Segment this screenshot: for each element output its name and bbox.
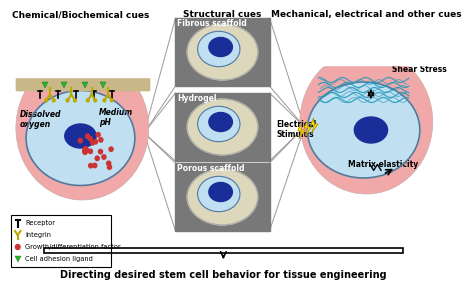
Circle shape bbox=[73, 99, 76, 102]
Circle shape bbox=[95, 156, 99, 161]
Text: Directing desired stem cell behavior for tissue engineering: Directing desired stem cell behavior for… bbox=[60, 270, 387, 280]
Ellipse shape bbox=[65, 124, 96, 148]
Circle shape bbox=[300, 50, 433, 194]
Text: Growth/differentiation
factor concentration
gradient: Growth/differentiation factor concentrat… bbox=[19, 38, 97, 58]
Circle shape bbox=[52, 99, 55, 102]
Bar bbox=[16, 76, 149, 90]
Ellipse shape bbox=[198, 176, 240, 212]
Circle shape bbox=[96, 133, 100, 137]
Bar bbox=[11, 37, 153, 77]
Bar bbox=[175, 18, 270, 86]
Ellipse shape bbox=[26, 91, 135, 185]
Ellipse shape bbox=[355, 117, 388, 143]
Text: Mechanical, electrical and other cues: Mechanical, electrical and other cues bbox=[271, 10, 462, 19]
Circle shape bbox=[99, 138, 103, 142]
Circle shape bbox=[93, 140, 98, 144]
Bar bbox=[175, 93, 270, 161]
Text: Matrix elasticity: Matrix elasticity bbox=[348, 160, 418, 169]
Circle shape bbox=[16, 245, 20, 249]
Text: Chemical/Biochemical cues: Chemical/Biochemical cues bbox=[12, 10, 149, 19]
Bar bbox=[11, 38, 153, 79]
Circle shape bbox=[99, 149, 102, 154]
Circle shape bbox=[103, 99, 106, 102]
Bar bbox=[175, 163, 270, 231]
Text: Porous scaffold: Porous scaffold bbox=[177, 164, 245, 173]
Text: Electrical
Stimulus: Electrical Stimulus bbox=[277, 120, 317, 140]
Circle shape bbox=[109, 147, 113, 151]
Circle shape bbox=[88, 149, 92, 153]
Ellipse shape bbox=[198, 106, 240, 142]
Ellipse shape bbox=[209, 37, 232, 56]
Text: Shear Stress: Shear Stress bbox=[392, 65, 447, 74]
Text: Hydrogel: Hydrogel bbox=[177, 94, 217, 103]
Text: Fibrous scaffold: Fibrous scaffold bbox=[177, 19, 247, 28]
Circle shape bbox=[45, 99, 48, 102]
Circle shape bbox=[102, 155, 106, 159]
Bar bbox=[295, 25, 438, 65]
Ellipse shape bbox=[209, 112, 232, 131]
Circle shape bbox=[107, 161, 111, 165]
Circle shape bbox=[88, 137, 92, 141]
Circle shape bbox=[83, 150, 87, 154]
Bar bbox=[44, 248, 403, 253]
Circle shape bbox=[89, 163, 93, 168]
Circle shape bbox=[16, 56, 149, 200]
Circle shape bbox=[85, 148, 89, 153]
Circle shape bbox=[66, 99, 69, 102]
Circle shape bbox=[82, 149, 87, 153]
Text: Medium
pH: Medium pH bbox=[99, 108, 133, 127]
Bar bbox=[16, 76, 149, 90]
Text: Dissolved
oxygen: Dissolved oxygen bbox=[19, 110, 61, 129]
Polygon shape bbox=[310, 118, 318, 133]
Ellipse shape bbox=[198, 31, 240, 67]
Circle shape bbox=[108, 165, 111, 169]
Circle shape bbox=[94, 99, 97, 102]
Ellipse shape bbox=[187, 24, 258, 80]
Circle shape bbox=[85, 134, 90, 138]
Bar bbox=[11, 215, 111, 267]
Text: Cell adhesion ligand: Cell adhesion ligand bbox=[25, 256, 93, 262]
Ellipse shape bbox=[187, 169, 258, 225]
Polygon shape bbox=[304, 121, 311, 136]
Circle shape bbox=[93, 163, 97, 168]
Ellipse shape bbox=[187, 99, 258, 155]
Ellipse shape bbox=[209, 182, 232, 201]
Text: Growth/differentiation factor: Growth/differentiation factor bbox=[25, 244, 121, 250]
Text: Receptor: Receptor bbox=[25, 220, 55, 226]
Text: Integrin: Integrin bbox=[25, 232, 51, 238]
Ellipse shape bbox=[307, 82, 420, 178]
Circle shape bbox=[86, 99, 89, 102]
Circle shape bbox=[78, 139, 82, 143]
Circle shape bbox=[83, 146, 88, 151]
Circle shape bbox=[110, 99, 113, 102]
Circle shape bbox=[91, 140, 95, 145]
Text: Structural cues: Structural cues bbox=[183, 10, 262, 19]
Polygon shape bbox=[298, 124, 305, 139]
